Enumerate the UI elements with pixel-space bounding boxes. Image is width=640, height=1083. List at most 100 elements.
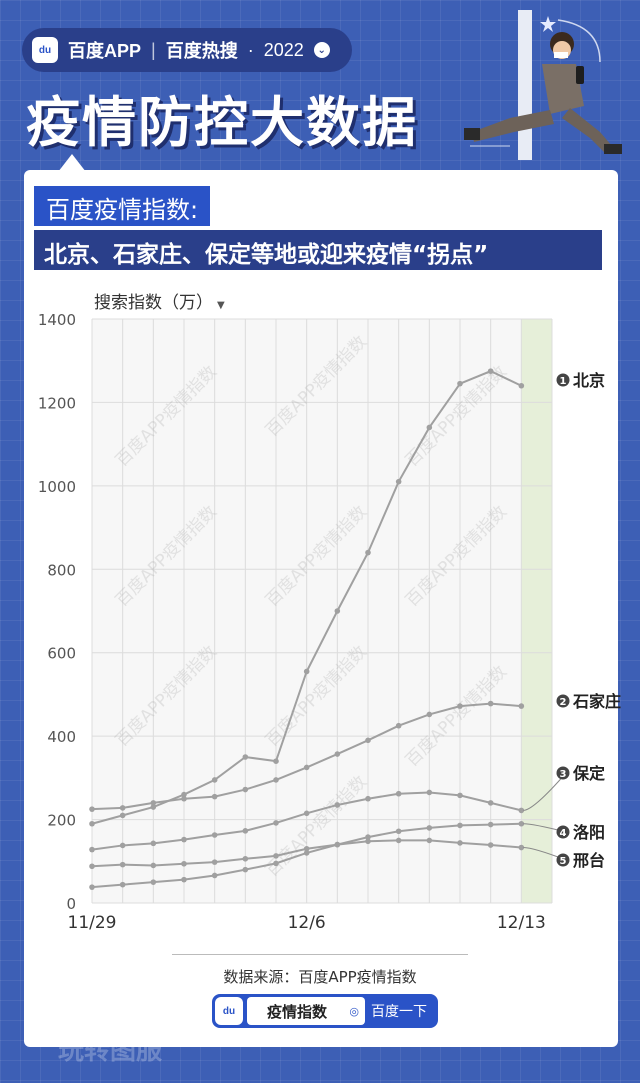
data-point: [426, 837, 433, 844]
data-point: [211, 793, 218, 800]
data-point: [119, 805, 126, 811]
section-name: 百度热搜: [165, 41, 238, 61]
data-point: [242, 754, 249, 760]
data-point: [487, 800, 494, 806]
series-label: 洛阳: [573, 823, 605, 842]
data-point: [150, 862, 157, 869]
rank-number: 5: [560, 856, 567, 867]
data-point: [89, 884, 95, 890]
data-point: [365, 838, 371, 845]
data-point: [518, 382, 525, 389]
rank-number: 3: [560, 769, 567, 780]
brand-name: 百度APP: [68, 41, 142, 61]
series-label: 保定: [572, 764, 605, 783]
data-point: [426, 711, 433, 718]
data-point: [303, 668, 310, 675]
rank-badge: [556, 694, 570, 708]
data-point: [457, 840, 463, 846]
data-point: [211, 832, 218, 838]
x-tick-label: 11/29: [68, 913, 117, 933]
rank-badge: [556, 373, 570, 387]
search-bar[interactable]: du 疫情指数 ◎ 百度一下: [212, 994, 438, 1028]
data-point: [487, 821, 494, 828]
data-point: [487, 368, 494, 374]
data-point: [181, 791, 187, 798]
data-point: [89, 806, 95, 812]
data-point: [334, 802, 341, 808]
data-point: [518, 820, 525, 827]
data-point: [457, 380, 463, 387]
card-headline: 北京、石家庄、保定等地或迎来疫情“拐点”: [34, 230, 602, 270]
search-input[interactable]: 疫情指数 ◎: [247, 997, 365, 1025]
data-point: [181, 860, 187, 867]
data-point: [181, 876, 187, 883]
data-point: [119, 881, 126, 888]
rank-badge: [556, 825, 570, 839]
data-point: [426, 825, 433, 831]
data-point: [395, 790, 402, 797]
data-point: [242, 786, 249, 793]
rank-number: 1: [560, 376, 567, 387]
data-point: [273, 860, 279, 867]
data-point: [457, 703, 463, 709]
data-point: [150, 804, 157, 810]
header-separator: |: [151, 39, 156, 60]
data-point: [518, 844, 525, 851]
search-query: 疫情指数: [267, 1002, 328, 1021]
data-point: [487, 700, 494, 707]
data-point: [211, 872, 218, 879]
baidu-paw-icon: du: [32, 37, 58, 63]
data-point: [242, 866, 249, 873]
data-point: [273, 820, 279, 826]
data-point: [487, 842, 494, 848]
search-button[interactable]: 百度一下: [371, 1004, 427, 1020]
header-year: 2022: [263, 39, 304, 60]
hero-title: 疫情防控大数据: [26, 91, 418, 154]
data-point: [426, 789, 433, 796]
rank-badge: [556, 766, 570, 780]
y-tick-label: 400: [47, 728, 76, 746]
data-point: [273, 853, 279, 859]
data-point: [89, 820, 95, 827]
data-point: [303, 764, 310, 771]
data-point: [457, 792, 463, 799]
y-tick-label: 1000: [38, 478, 76, 496]
card-notch: [58, 154, 86, 172]
data-point: [365, 795, 371, 802]
rank-number: 4: [560, 828, 567, 839]
data-point: [395, 828, 402, 835]
data-point: [119, 812, 126, 819]
data-point: [334, 841, 341, 848]
y-tick-label: 1400: [38, 311, 76, 329]
data-point: [518, 807, 525, 814]
y-tick-label: 800: [47, 561, 76, 579]
highlight-band: [521, 319, 552, 903]
data-point: [273, 777, 279, 783]
y-tick-label: 600: [47, 645, 76, 663]
source-divider: [172, 954, 468, 955]
data-point: [242, 855, 249, 862]
person-illustration: [464, 10, 622, 160]
data-source: 数据来源：百度APP疫情指数: [223, 968, 417, 986]
camera-icon[interactable]: ◎: [349, 1004, 359, 1018]
data-point: [303, 845, 310, 852]
data-point: [89, 863, 95, 870]
data-point: [181, 795, 187, 802]
data-point: [150, 800, 157, 806]
data-point: [303, 810, 310, 817]
data-point: [395, 722, 402, 729]
y-axis-label-text: 搜索指数（万）: [94, 293, 213, 313]
data-point: [334, 751, 341, 757]
chevron-down-icon[interactable]: ⌄: [313, 42, 330, 58]
y-tick-label: 0: [66, 895, 76, 913]
data-point: [89, 846, 95, 853]
card-subtitle: 百度疫情指数:: [34, 186, 211, 226]
rank-number: 2: [560, 697, 567, 708]
data-point: [242, 828, 249, 834]
data-point: [426, 424, 433, 431]
data-point: [395, 478, 402, 485]
caret-down-icon: ▼: [217, 300, 225, 311]
header-bar: du 百度APP | 百度热搜 · 2022 ⌄: [22, 28, 352, 72]
y-axis-label: 搜索指数（万） ▼: [94, 288, 225, 313]
